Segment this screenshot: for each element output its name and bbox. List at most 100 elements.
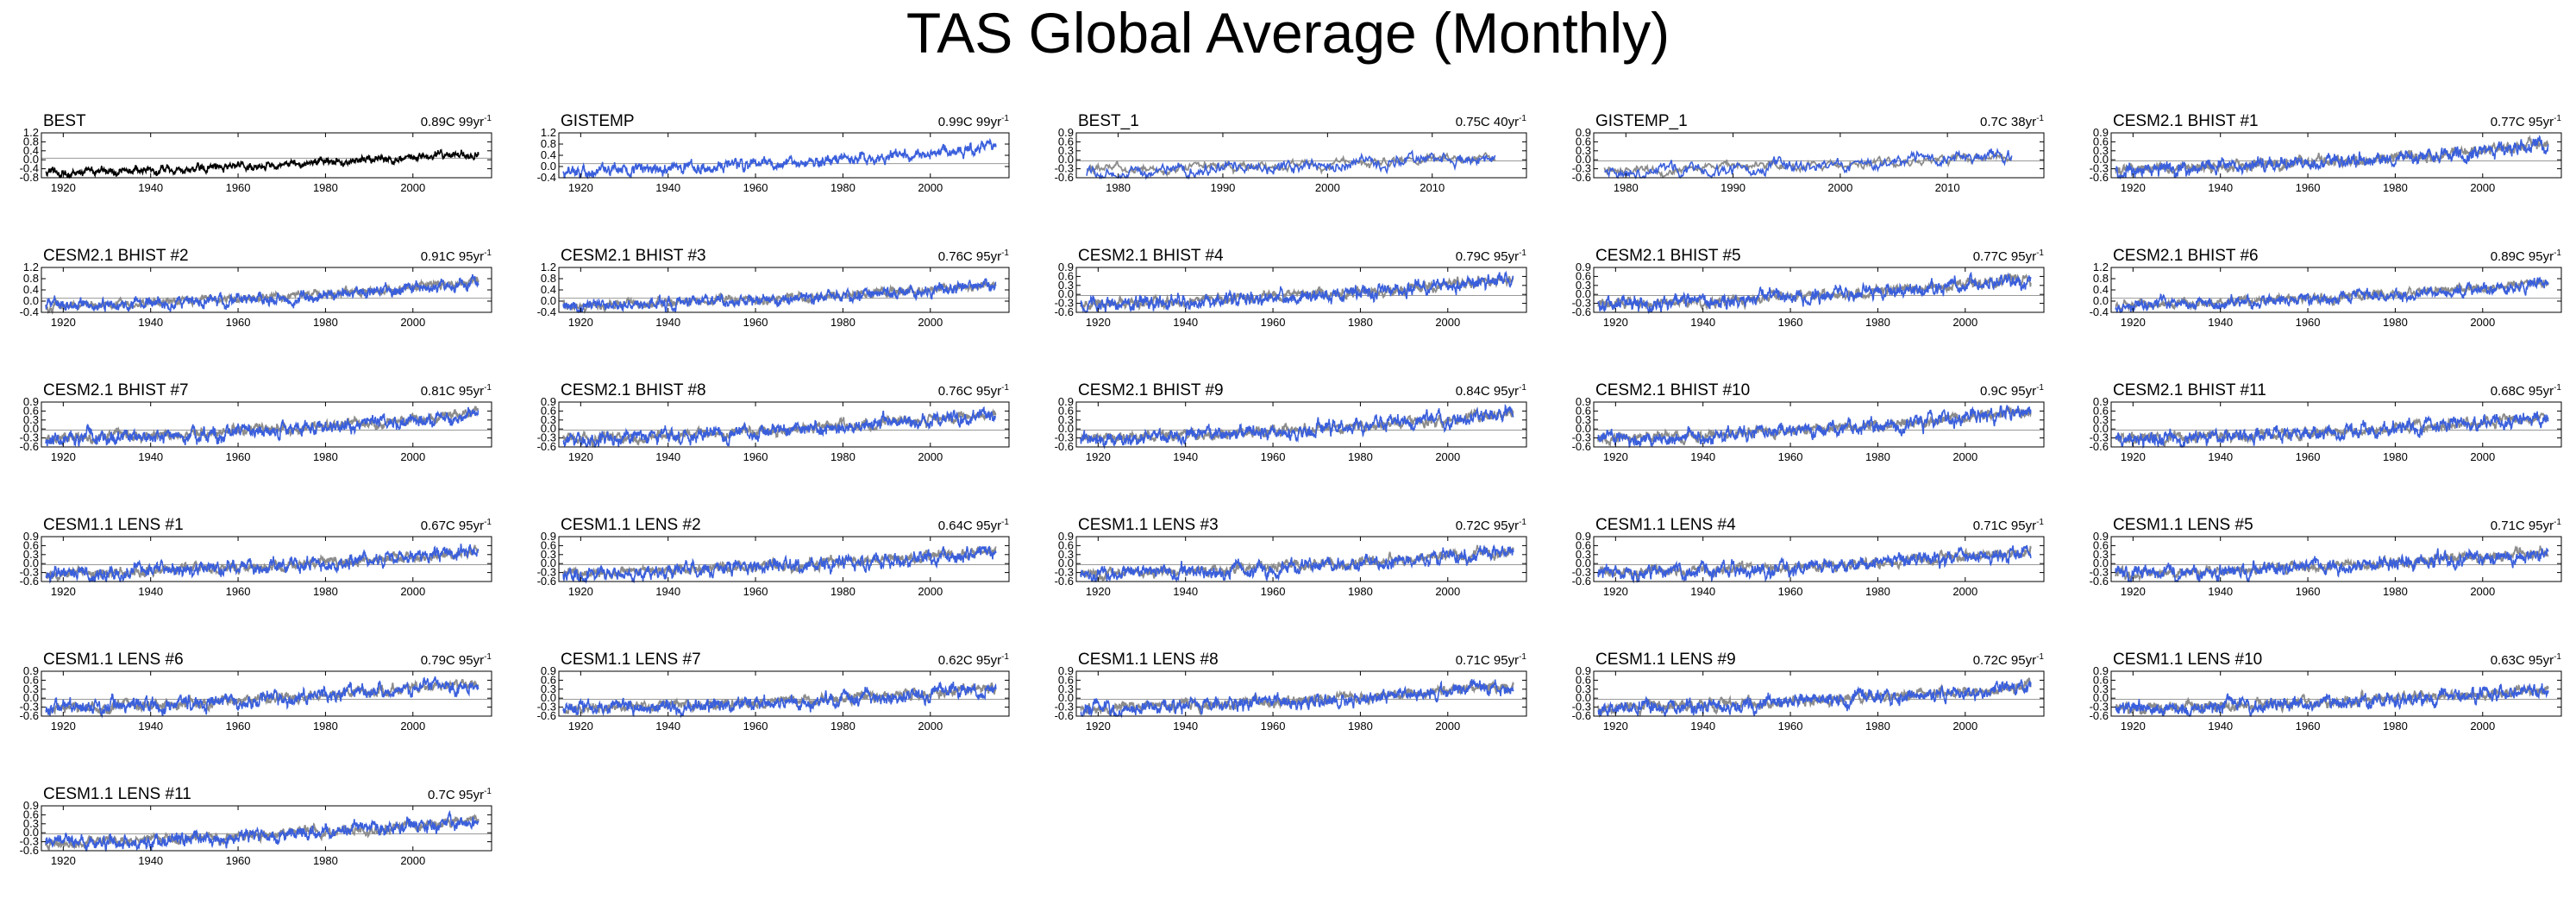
y-tick-label: 0.3 (1058, 682, 1074, 695)
y-tick-label: 0.3 (1576, 682, 1591, 695)
x-tick-label: 1940 (1173, 450, 1198, 463)
y-tick-label: -0.4 (20, 305, 39, 318)
y-tick-label: 0.6 (541, 538, 556, 551)
plot-frame (41, 670, 492, 717)
x-tick-label: 1960 (2296, 181, 2321, 194)
trend-exponent: -1 (484, 114, 492, 123)
trend-label: 0.9C 95yr-1 (1980, 383, 2044, 399)
y-tick-label: 0.9 (1576, 126, 1591, 139)
y-tick-label: 0.9 (1058, 530, 1074, 543)
panel-label: CESM2.1 BHIST #3 (561, 247, 706, 265)
trend-label: 0.75C 40yr-1 (1456, 114, 1527, 129)
y-tick-label: 0.0 (1576, 691, 1591, 704)
x-tick-label: 1920 (568, 181, 593, 194)
trend-exponent: -1 (1001, 383, 1009, 393)
x-tick-label: 1940 (1690, 450, 1715, 463)
y-tick-label: 0.9 (2093, 530, 2109, 543)
x-tick-label: 1960 (1778, 585, 1803, 598)
x-tick-label: 1960 (743, 450, 768, 463)
y-tick-label: -0.6 (537, 575, 556, 588)
trend-exponent: -1 (1519, 518, 1526, 527)
series-line (1603, 147, 2013, 180)
trend-label: 0.67C 95yr-1 (421, 518, 492, 533)
trend-exponent: -1 (1001, 114, 1009, 123)
y-tick-label: 0.3 (1058, 548, 1074, 561)
plot-frame (1593, 132, 2045, 179)
y-tick-label: 0.3 (2093, 548, 2109, 561)
chart-panel: CESM2.1 BHIST #11 0.68C 95yr-1 0.90.60.30.… (2090, 381, 2562, 463)
trend-label: 0.71C 95yr-1 (2491, 518, 2562, 533)
y-tick-label: 0.0 (2093, 153, 2109, 166)
y-tick-label: 0.8 (23, 135, 39, 148)
y-tick-label: 0.0 (1576, 422, 1591, 435)
y-tick-label: -0.6 (20, 575, 39, 588)
y-tick-label: 0.0 (23, 556, 39, 569)
y-tick-label: 0.3 (541, 548, 556, 561)
y-tick-label: 0.9 (1576, 664, 1591, 677)
y-tick-label: -0.3 (20, 835, 39, 848)
trend-exponent: -1 (484, 248, 492, 258)
x-tick-label: 2000 (400, 585, 425, 598)
x-tick-label: 1960 (2296, 720, 2321, 733)
chart-panel: CESM2.1 BHIST #3 0.76C 95yr-1 1.20.80.40.0… (537, 247, 1010, 329)
y-tick-label: 0.3 (1576, 548, 1591, 561)
trend-exponent: -1 (1001, 248, 1009, 258)
y-tick-label: 0.4 (2093, 283, 2109, 296)
y-tick-label: -0.6 (1055, 575, 1074, 588)
y-tick-label: -0.3 (20, 701, 39, 714)
panel-label: CESM2.1 BHIST #6 (2113, 247, 2259, 265)
y-tick-label: -0.6 (2090, 709, 2109, 722)
y-tick-label: -0.3 (1055, 297, 1074, 310)
y-tick-label: -0.3 (20, 566, 39, 579)
x-tick-label: 1920 (1603, 585, 1628, 598)
trend-exponent: -1 (484, 787, 492, 796)
y-tick-label: 0.9 (2093, 126, 2109, 139)
y-tick-label: 0.6 (1576, 538, 1591, 551)
x-tick-label: 1940 (138, 181, 163, 194)
y-tick-label: 0.0 (541, 160, 556, 173)
x-tick-label: 1940 (655, 720, 680, 733)
chart-panel: BEST 0.89C 99yr-1 1.20.80.40.0-0.4-0.8 1920… (20, 112, 492, 194)
x-tick-label: 1940 (2208, 181, 2233, 194)
chart-panel: CESM1.1 LENS #6 0.79C 95yr-10.90.60.30.0-… (20, 651, 492, 733)
x-tick-label: 1940 (655, 181, 680, 194)
panel-label: CESM1.1 LENS #11 (43, 785, 191, 803)
x-tick-label: 1920 (568, 450, 593, 463)
x-tick-label: 1920 (51, 585, 76, 598)
trend-exponent: -1 (2036, 652, 2044, 662)
x-tick-label: 1960 (226, 854, 251, 867)
panel-label: CESM1.1 LENS #6 (43, 651, 184, 669)
x-tick-label: 2000 (1435, 316, 1460, 329)
x-tick-label: 1960 (743, 720, 768, 733)
x-tick-label: 2000 (400, 854, 425, 867)
y-tick-label: -0.3 (2090, 566, 2109, 579)
chart-panel: GISTEMP_1 0.7C 38yr-1 0.90.60.30.0-0.3-0.6… (1572, 112, 2045, 194)
trend-exponent: -1 (2036, 518, 2044, 527)
panel-label: CESM2.1 BHIST #10 (1595, 381, 1750, 399)
plot-frame (2110, 132, 2562, 179)
y-tick-label: -0.4 (537, 171, 556, 184)
y-tick-label: -0.6 (1572, 305, 1591, 318)
trend-label: 0.72C 95yr-1 (1456, 518, 1527, 533)
x-tick-label: 1980 (1106, 181, 1131, 194)
x-tick-label: 1940 (138, 585, 163, 598)
trend-label: 0.63C 95yr-1 (2491, 652, 2562, 668)
x-tick-label: 1920 (1603, 316, 1628, 329)
reference-line (1080, 275, 1514, 311)
plot-frame (1593, 267, 2045, 313)
y-tick-label: 0.8 (23, 272, 39, 285)
trend-exponent: -1 (1519, 383, 1526, 393)
chart-panel: CESM1.1 LENS #4 0.71C 95yr-10.90.60.30.0-… (1572, 516, 2045, 598)
chart-panel: CESM1.1 LENS #8 0.71C 95yr-10.90.60.30.0-… (1055, 651, 1527, 733)
y-tick-label: -0.3 (1572, 431, 1591, 444)
y-tick-label: 1.2 (541, 126, 556, 139)
trend-label: 0.76C 95yr-1 (938, 383, 1010, 399)
x-tick-label: 2000 (400, 720, 425, 733)
y-tick-label: 0.9 (1576, 261, 1591, 274)
reference-line (2115, 135, 2549, 178)
plot-frame (1075, 536, 1527, 582)
y-tick-label: 0.6 (2093, 404, 2109, 417)
chart-panel: CESM1.1 LENS #11 0.7C 95yr-10.90.60.30.0-… (20, 785, 492, 867)
y-tick-label: 0.3 (1576, 413, 1591, 426)
y-tick-label: 0.0 (2093, 422, 2109, 435)
